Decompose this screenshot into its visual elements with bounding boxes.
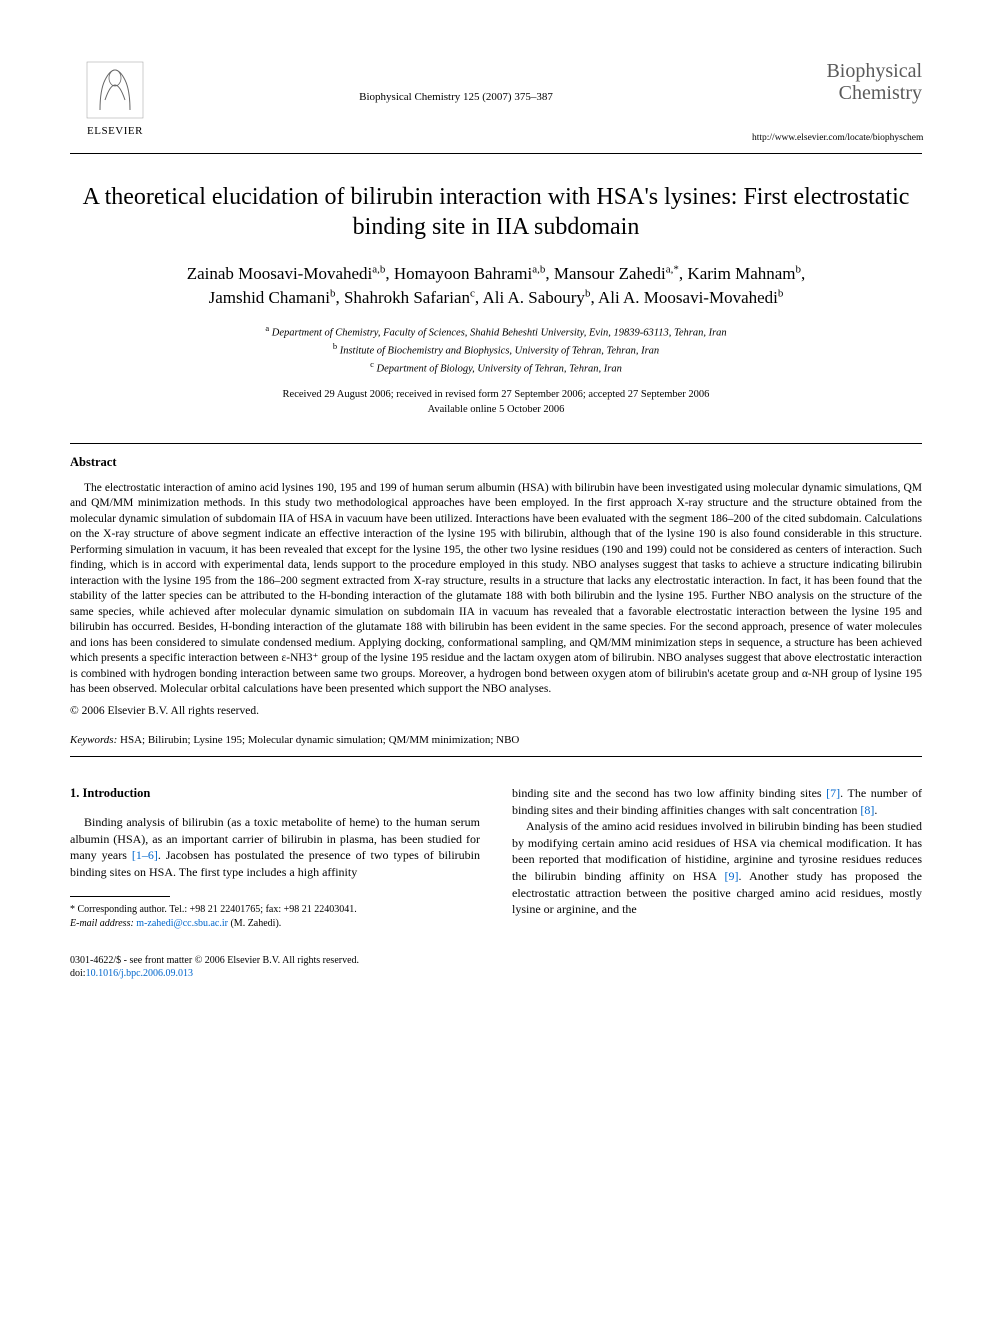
right-column: binding site and the second has two low … [512,785,922,980]
publisher-block: ELSEVIER [70,60,160,139]
abstract-top-divider [70,443,922,444]
affiliations: a Department of Chemistry, Faculty of Sc… [70,323,922,376]
issn-line: 0301-4622/$ - see front matter © 2006 El… [70,954,480,967]
corresponding-author-footnote: * Corresponding author. Tel.: +98 21 224… [70,903,480,930]
citation: Biophysical Chemistry 125 (2007) 375–387 [160,60,752,105]
journal-url[interactable]: http://www.elsevier.com/locate/biophysch… [752,132,922,145]
header-row: ELSEVIER Biophysical Chemistry 125 (2007… [70,60,922,145]
article-dates: Received 29 August 2006; received in rev… [70,388,922,416]
ref-link-1-6[interactable]: [1–6] [132,848,158,862]
abstract-heading: Abstract [70,454,922,471]
body-columns: 1. Introduction Binding analysis of bili… [70,785,922,980]
intro-heading: 1. Introduction [70,785,480,802]
publisher-name: ELSEVIER [87,124,143,139]
corresponding-email-link[interactable]: m-zahedi@cc.sbu.ac.ir [136,918,228,929]
keywords-label: Keywords: [70,734,117,746]
doi-link[interactable]: 10.1016/j.bpc.2006.09.013 [86,968,194,979]
abstract-copyright: © 2006 Elsevier B.V. All rights reserved… [70,704,922,720]
journal-name: Biophysical Chemistry [752,60,922,104]
left-column: 1. Introduction Binding analysis of bili… [70,785,480,980]
authors-list: Zainab Moosavi-Movahedia,b, Homayoon Bah… [70,262,922,310]
ref-link-8[interactable]: [8] [860,803,874,817]
footer-block: 0301-4622/$ - see front matter © 2006 El… [70,954,480,980]
abstract-bottom-divider [70,756,922,757]
ref-link-7[interactable]: [7] [826,786,840,800]
intro-para-1: Binding analysis of bilirubin (as a toxi… [70,814,480,880]
intro-para-2: binding site and the second has two low … [512,785,922,818]
keywords: Keywords: HSA; Bilirubin; Lysine 195; Mo… [70,733,922,748]
abstract-body: The electrostatic interaction of amino a… [70,481,922,698]
header-divider [70,153,922,154]
ref-link-9[interactable]: [9] [725,869,739,883]
article-title: A theoretical elucidation of bilirubin i… [70,182,922,242]
elsevier-logo-icon [85,60,145,120]
intro-para-3: Analysis of the amino acid residues invo… [512,818,922,917]
journal-block: Biophysical Chemistry http://www.elsevie… [752,60,922,145]
keywords-text: HSA; Bilirubin; Lysine 195; Molecular dy… [120,734,519,746]
footnote-divider [70,896,170,897]
